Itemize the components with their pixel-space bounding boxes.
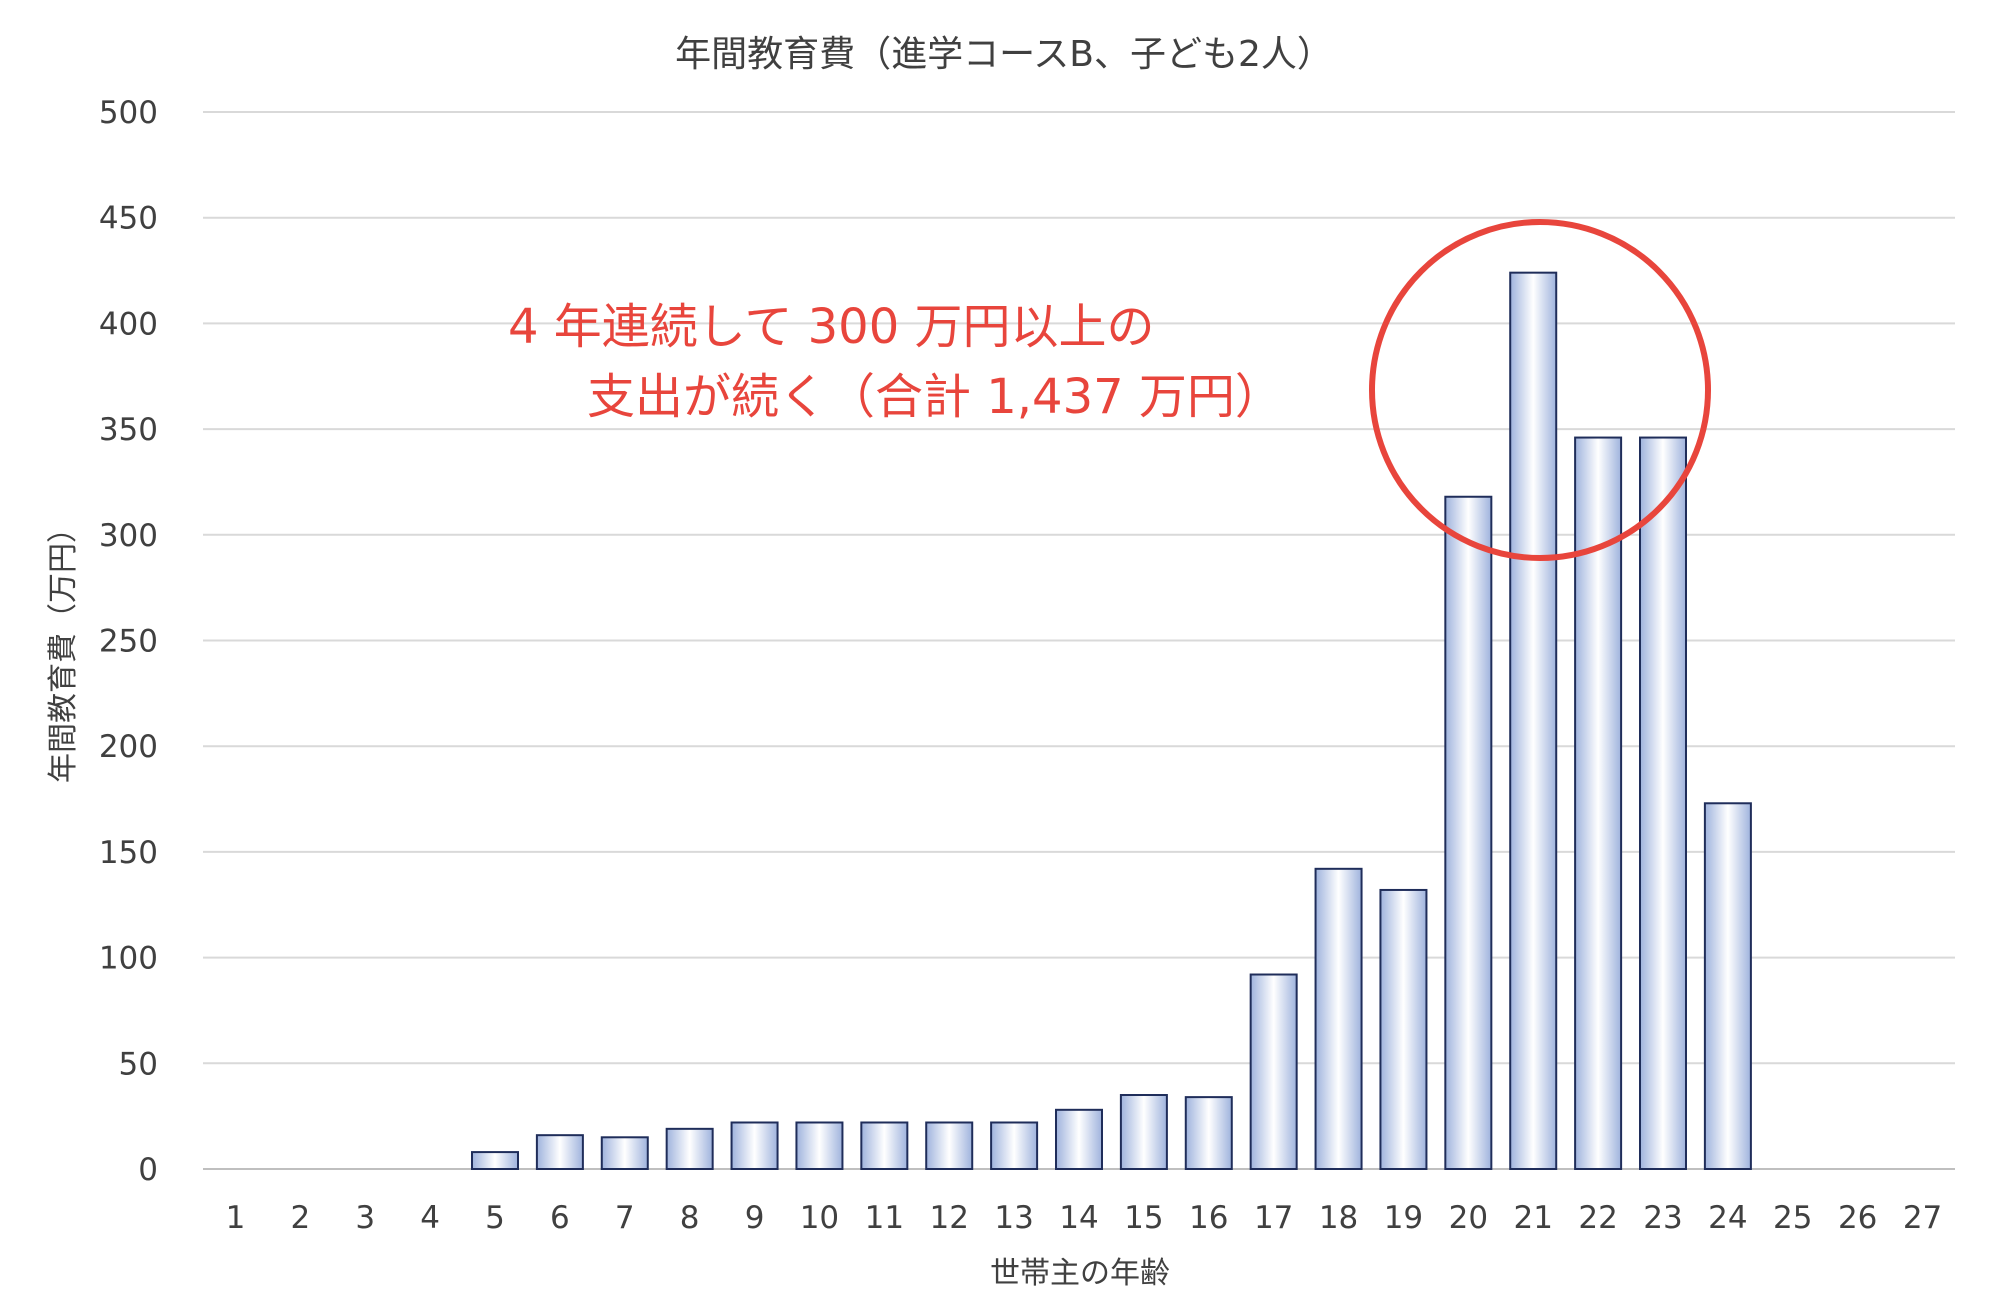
y-tick-label-400: 400 [99, 306, 158, 342]
y-tick-label-0: 0 [138, 1152, 158, 1188]
bar-6 [535, 1134, 584, 1171]
x-tick-label-17: 17 [1254, 1200, 1293, 1236]
bar-16 [1184, 1096, 1233, 1171]
bar-12 [925, 1121, 974, 1170]
y-tick-label-350: 350 [99, 412, 158, 448]
x-tick-label-13: 13 [994, 1200, 1033, 1236]
chart-title: 年間教育費（進学コースB、子ども2人） [675, 34, 1333, 75]
bar-13 [990, 1121, 1039, 1170]
x-tick-label-8: 8 [680, 1200, 700, 1236]
x-tick-label-25: 25 [1773, 1200, 1812, 1236]
bars [471, 271, 1752, 1171]
y-axis-ticks: 0 50 100 150 200 250 300 350 400 450 500 [99, 95, 158, 1188]
x-tick-label-18: 18 [1319, 1200, 1358, 1236]
bar-7 [600, 1136, 649, 1171]
x-tick-label-1: 1 [226, 1200, 246, 1236]
bar-8 [665, 1127, 714, 1170]
highlight-circle [1369, 219, 1711, 561]
x-tick-label-11: 11 [865, 1200, 904, 1236]
x-tick-label-6: 6 [550, 1200, 570, 1236]
bar-5 [471, 1151, 519, 1171]
y-tick-label-100: 100 [99, 941, 158, 977]
y-tick-label-450: 450 [99, 201, 158, 237]
x-tick-label-4: 4 [420, 1200, 440, 1236]
x-tick-label-2: 2 [290, 1200, 310, 1236]
x-tick-label-9: 9 [745, 1200, 765, 1236]
bar-14 [1055, 1108, 1103, 1170]
bar-23 [1639, 436, 1687, 1170]
y-tick-label-50: 50 [119, 1046, 158, 1082]
bar-10 [795, 1121, 844, 1170]
y-tick-label-200: 200 [99, 729, 158, 765]
x-tick-label-26: 26 [1838, 1200, 1877, 1236]
bar-17 [1249, 973, 1298, 1171]
y-tick-label-150: 150 [99, 835, 158, 871]
x-tick-label-21: 21 [1513, 1200, 1552, 1236]
x-tick-label-10: 10 [800, 1200, 839, 1236]
bar-9 [730, 1121, 779, 1170]
x-axis-label: 世帯主の年齢 [990, 1256, 1170, 1291]
x-tick-label-12: 12 [929, 1200, 968, 1236]
y-tick-label-300: 300 [99, 518, 158, 554]
bar-21 [1509, 271, 1558, 1170]
bar-15 [1119, 1094, 1168, 1171]
y-tick-label-500: 500 [99, 95, 158, 131]
x-tick-label-5: 5 [485, 1200, 505, 1236]
x-tick-label-20: 20 [1449, 1200, 1488, 1236]
x-tick-label-24: 24 [1708, 1200, 1747, 1236]
y-axis-label: 年間教育費（万円） [46, 513, 81, 783]
x-tick-label-15: 15 [1124, 1200, 1163, 1236]
bar-19 [1379, 888, 1428, 1171]
x-tick-label-27: 27 [1903, 1200, 1942, 1236]
x-tick-label-3: 3 [355, 1200, 375, 1236]
x-tick-label-22: 22 [1578, 1200, 1617, 1236]
bar-22 [1574, 436, 1623, 1170]
gridlines [203, 111, 1955, 1170]
x-tick-label-23: 23 [1643, 1200, 1682, 1236]
x-tick-label-16: 16 [1189, 1200, 1228, 1236]
annotation-line-1: 4 年連続して 300 万円以上の [508, 299, 1155, 355]
bar-18 [1314, 867, 1363, 1170]
bar-11 [860, 1121, 909, 1170]
x-tick-label-19: 19 [1384, 1200, 1423, 1236]
y-tick-label-250: 250 [99, 624, 158, 660]
x-tick-label-14: 14 [1059, 1200, 1098, 1236]
bar-24 [1703, 802, 1752, 1170]
x-axis-ticks: 1 2 3 4 5 6 7 8 9 10 11 12 13 14 15 16 17 18 19 20 21 22 23 24 2… [226, 1200, 1943, 1236]
bar-20 [1444, 495, 1493, 1170]
annotation-line-2: 支出が続く（合計 1,437 万円） [587, 369, 1283, 425]
x-tick-label-7: 7 [615, 1200, 635, 1236]
